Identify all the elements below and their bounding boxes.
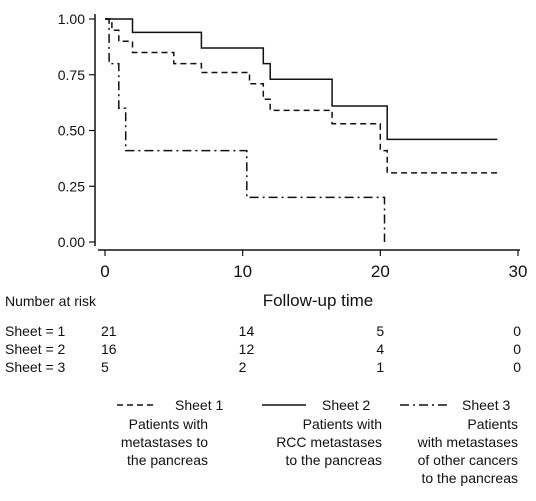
legend-name-sheet-3: Sheet 3 [462,397,510,413]
risk-count-2-t30: 0 [513,341,521,357]
plot-axes: 0.00 0.25 0.50 0.75 1.00 0 10 20 30 [58,11,528,281]
x-tick-label-3: 30 [509,262,528,281]
legend-label-sheet-2-line-3: to the pancreas [285,452,382,468]
legend-label-sheet-2-line-2: RCC metastases [276,434,382,450]
risk-count-3-t10: 2 [239,359,247,375]
series-sheet-3-line [105,18,386,242]
y-tick-label-0: 0.00 [58,234,85,250]
y-tick-label-2: 0.50 [58,123,85,139]
series-sheet-1-line [105,18,498,174]
legend-name-sheet-2: Sheet 2 [322,397,370,413]
y-tick-label-4: 1.00 [58,11,85,27]
risk-count-1-t10: 14 [239,323,255,339]
risk-count-3-t20: 1 [376,359,384,375]
x-axis-title: Follow-up time [263,291,374,310]
risk-row-label-2: Sheet = 2 [5,341,66,357]
risk-count-2-t20: 4 [376,341,384,357]
risk-count-3-t30: 0 [513,359,521,375]
x-tick-label-0: 0 [100,262,109,281]
legend-label-sheet-1-line-1: Patients with [129,416,208,432]
series-sheet-2-line [105,18,498,141]
survival-curves [105,18,498,242]
risk-count-1-t0: 21 [101,323,117,339]
legend-label-sheet-3-line-3: of other cancers [418,452,518,468]
risk-count-1-t30: 0 [513,323,521,339]
risk-count-3-t0: 5 [101,359,109,375]
legend-label-sheet-2-line-1: Patients with [303,416,382,432]
legend-label-sheet-1-line-3: the pancreas [127,452,208,468]
risk-table-title: Number at risk [5,293,97,309]
risk-row-label-3: Sheet = 3 [5,359,66,375]
x-tick-label-1: 10 [233,262,252,281]
legend-name-sheet-1: Sheet 1 [175,397,223,413]
y-tick-label-1: 0.25 [58,178,85,194]
risk-count-2-t0: 16 [101,341,117,357]
legend-label-sheet-3-line-1: Patients [467,416,518,432]
risk-row-label-1: Sheet = 1 [5,323,66,339]
legend-label-sheet-3-line-2: with metastases [417,434,518,450]
legend-label-sheet-1-line-2: metastases to [121,434,208,450]
legend: Sheet 1 Patients with metastases to the pan… [117,397,518,486]
legend-label-sheet-3-line-4: to the pancreas [421,470,518,486]
risk-count-1-t20: 5 [376,323,384,339]
x-tick-label-2: 20 [371,262,390,281]
risk-count-2-t10: 12 [239,341,255,357]
y-tick-label-3: 0.75 [58,67,85,83]
